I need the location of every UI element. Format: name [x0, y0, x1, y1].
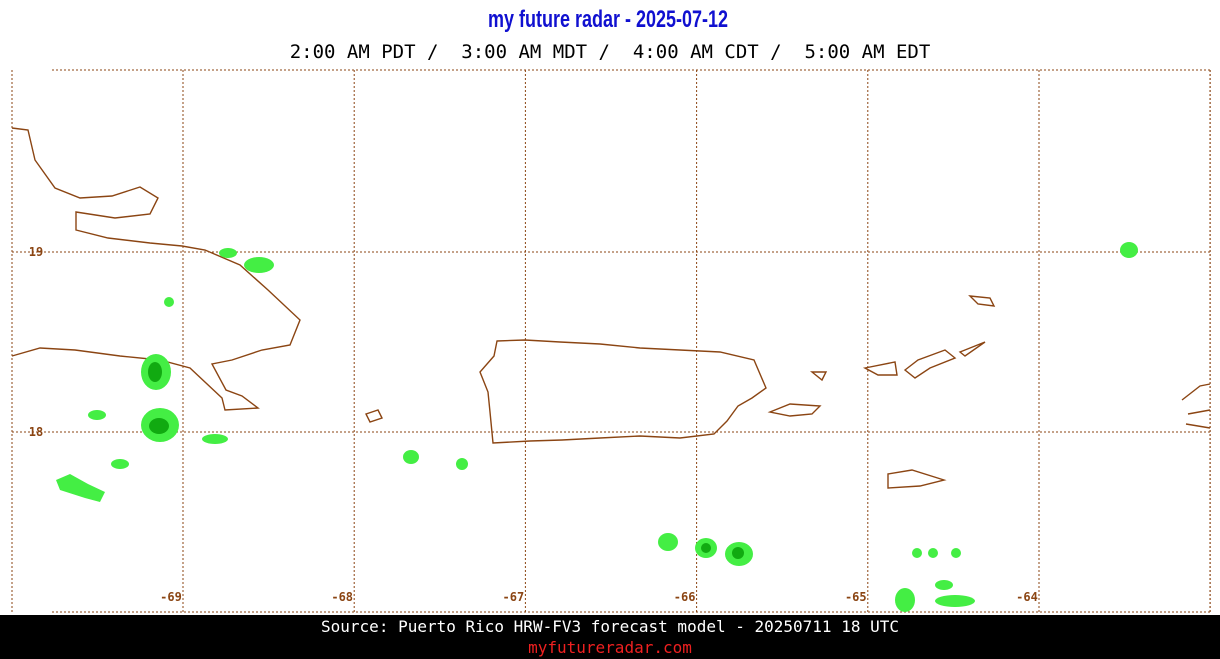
rain-core [148, 362, 162, 382]
rain-cell [928, 548, 938, 558]
rain-cell [244, 257, 274, 273]
source: Source: Puerto Rico HRW-FV3 forecast mod… [321, 617, 899, 636]
virgin-islands [862, 295, 996, 379]
lon-label: -65 [845, 590, 867, 604]
rain-cell [219, 248, 237, 258]
rain-cell [202, 434, 228, 444]
lon-label: -67 [503, 590, 525, 604]
vieques [767, 403, 822, 417]
title: my future radar - 2025-07-12 [488, 6, 728, 33]
site-link[interactable]: myfutureradar.com [528, 638, 692, 657]
rain-cell [895, 588, 915, 612]
mona [365, 409, 383, 423]
rain-cell [912, 548, 922, 558]
rain-core [701, 543, 711, 553]
lon-label: -69 [160, 590, 182, 604]
rain-cell [88, 410, 106, 420]
rain-core [149, 418, 169, 434]
precipitation [56, 242, 1138, 612]
rain-cell [658, 533, 678, 551]
rain-cell [1120, 242, 1138, 258]
rain-cell [164, 297, 174, 307]
st-croix [887, 469, 947, 489]
coastlines [11, 127, 1211, 489]
lat-label: 18 [29, 425, 43, 439]
footer-band [0, 615, 1220, 659]
lat-label: 19 [29, 245, 43, 259]
rain-cell [935, 580, 953, 590]
time-zones: 2:00 AM PDT / 3:00 AM MDT / 4:00 AM CDT … [290, 41, 931, 63]
rain-core [732, 547, 744, 559]
rain-cell [111, 459, 129, 469]
rain-cell [951, 548, 961, 558]
culebra [810, 371, 828, 382]
anguilla [1181, 383, 1211, 429]
rain-cell [56, 474, 105, 502]
puerto-rico [479, 339, 767, 444]
lon-label: -64 [1016, 590, 1038, 604]
rain-cell [403, 450, 419, 464]
grid [11, 69, 1211, 613]
lon-label: -68 [331, 590, 353, 604]
lon-label: -66 [674, 590, 696, 604]
hispaniola [11, 127, 301, 411]
rain-cell [456, 458, 468, 470]
rain-cell [935, 595, 975, 607]
